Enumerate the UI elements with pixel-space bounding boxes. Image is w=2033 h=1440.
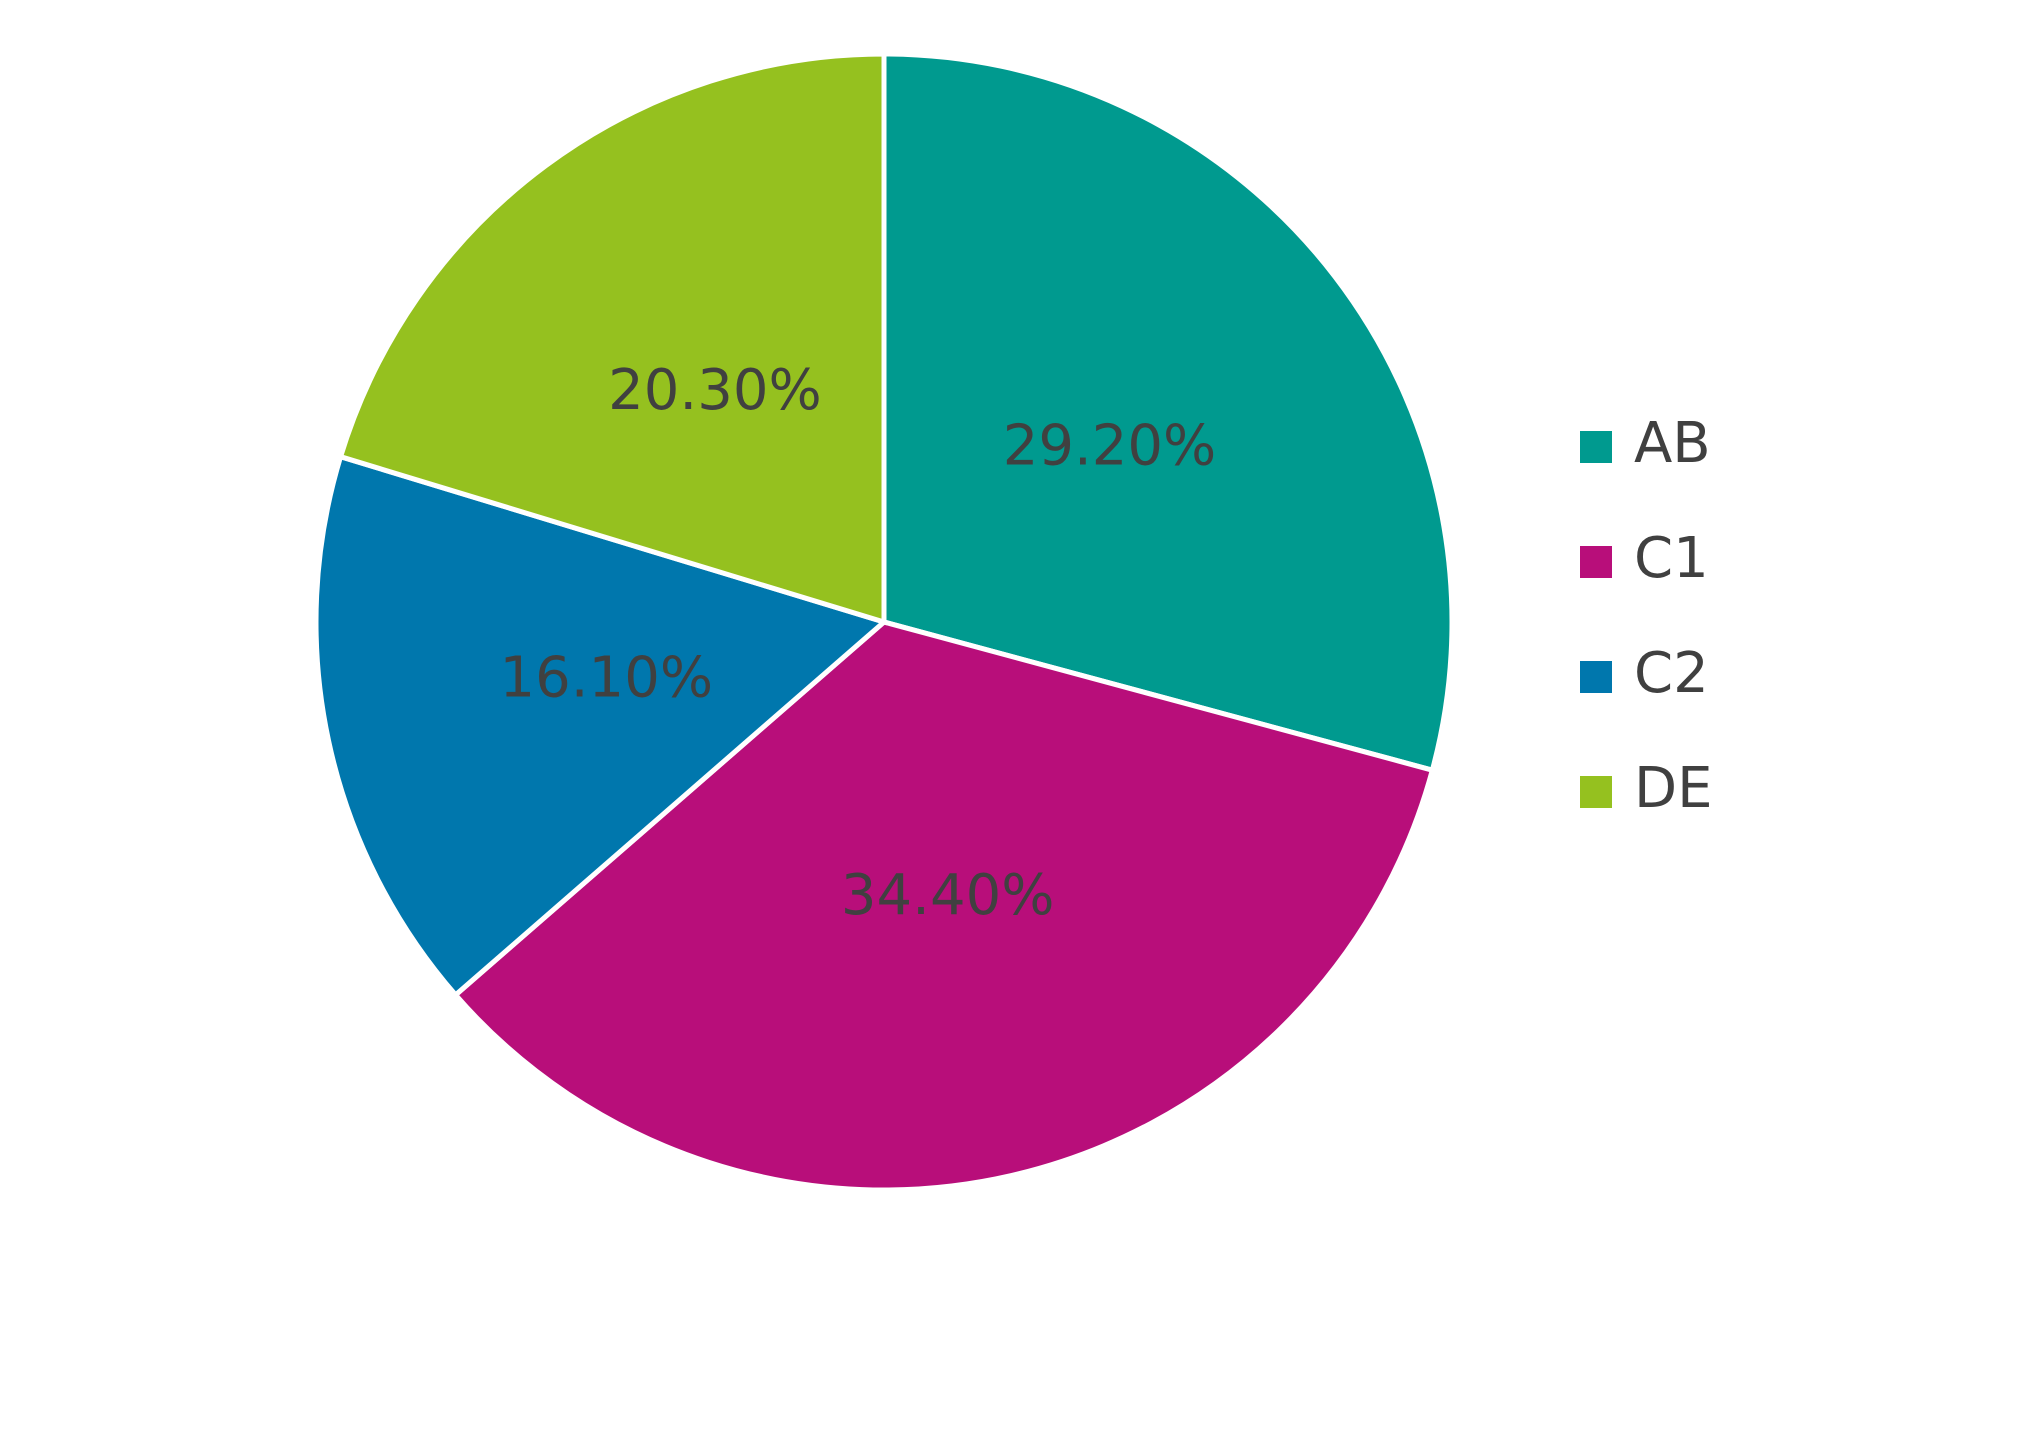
pie-slice	[881, 51, 1455, 774]
legend-label: DE	[1634, 756, 1713, 821]
legend-swatch	[1580, 546, 1612, 578]
pie-slice	[452, 619, 1436, 1193]
data-label: 29.20%	[1003, 413, 1217, 478]
data-label: 34.40%	[841, 863, 1055, 928]
legend-label: C2	[1634, 641, 1709, 706]
legend-swatch	[1580, 776, 1612, 808]
data-label: 16.10%	[500, 645, 714, 710]
pie-slice	[337, 51, 887, 626]
data-label: 20.30%	[608, 358, 822, 423]
legend-swatch	[1580, 431, 1612, 463]
legend-swatch	[1580, 661, 1612, 693]
legend-label: C1	[1634, 526, 1709, 591]
pie-slice	[313, 453, 890, 999]
legend-label: AB	[1634, 411, 1711, 476]
